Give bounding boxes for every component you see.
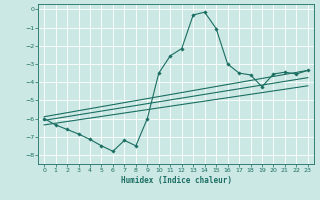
X-axis label: Humidex (Indice chaleur): Humidex (Indice chaleur) (121, 176, 231, 185)
